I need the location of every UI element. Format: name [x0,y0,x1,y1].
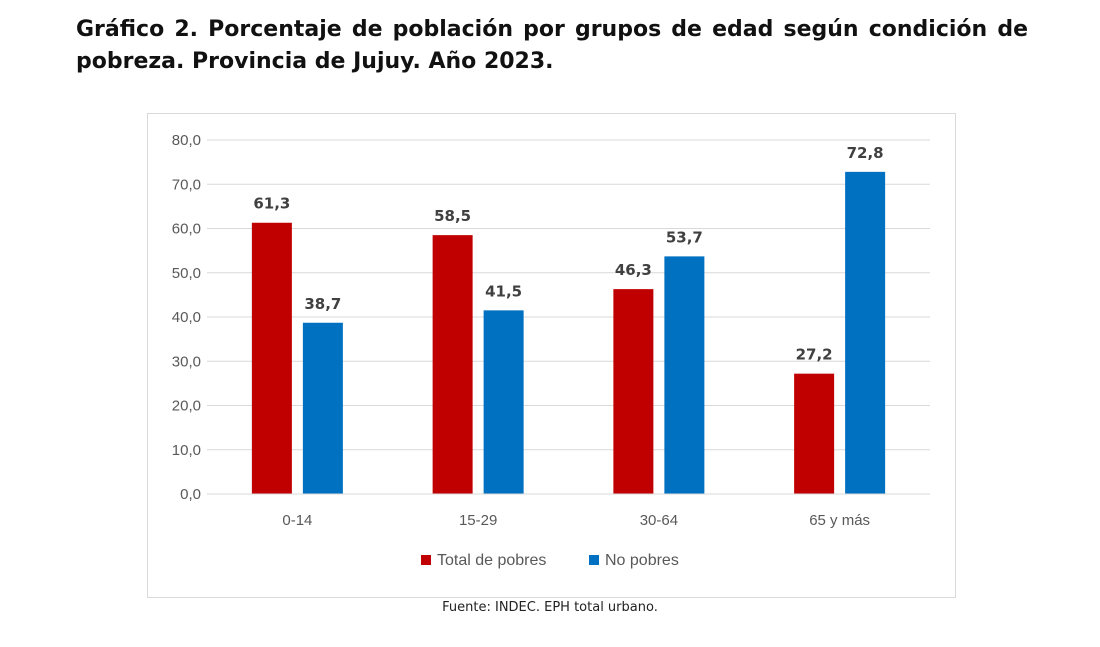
data-label: 58,5 [434,207,471,225]
x-tick-label: 0-14 [282,512,312,529]
legend-label: No pobres [605,552,679,569]
legend-swatch-total-de-pobres [421,555,431,565]
data-label: 38,7 [304,295,341,313]
x-tick-label: 65 y más [809,512,870,529]
bar-no-pobres [845,171,886,495]
y-tick-label: 10,0 [172,442,201,459]
data-label: 61,3 [253,195,290,213]
bar-no-pobres [483,310,524,494]
bar-total-de-pobres [794,373,835,494]
data-label: 27,2 [796,346,833,364]
chart-area: 0,0 10,0 20,0 30,0 40,0 50,0 60,0 70,0 80,0 61,3 3… [147,113,956,598]
y-tick-label: 30,0 [172,353,201,370]
y-tick-label: 70,0 [172,176,201,193]
bar-chart: 0,0 10,0 20,0 30,0 40,0 50,0 60,0 70,0 80,0 61,3 3… [172,132,930,569]
bar-total-de-pobres [432,235,473,494]
data-label: 46,3 [615,261,652,279]
legend-label: Total de pobres [437,552,546,569]
y-tick-label: 20,0 [172,398,201,415]
chart-title: Gráfico 2. Porcentaje de población por g… [76,17,1028,74]
y-tick-label: 60,0 [172,221,201,238]
y-tick-label: 40,0 [172,309,201,326]
data-label: 53,7 [666,228,703,246]
legend-swatch-no-pobres [589,555,599,565]
bar-total-de-pobres [251,222,292,494]
data-label: 72,8 [847,144,884,162]
y-tick-label: 50,0 [172,265,201,282]
source-note: Fuente: INDEC. EPH total urbano. [442,600,658,615]
x-tick-label: 30-64 [640,512,678,529]
y-tick-label: 80,0 [172,132,201,149]
bar-total-de-pobres [613,289,654,494]
data-label: 41,5 [485,282,522,300]
y-tick-label: 0,0 [180,486,201,503]
x-tick-label: 15-29 [459,512,497,529]
bar-no-pobres [302,322,343,494]
bar-no-pobres [664,256,705,494]
